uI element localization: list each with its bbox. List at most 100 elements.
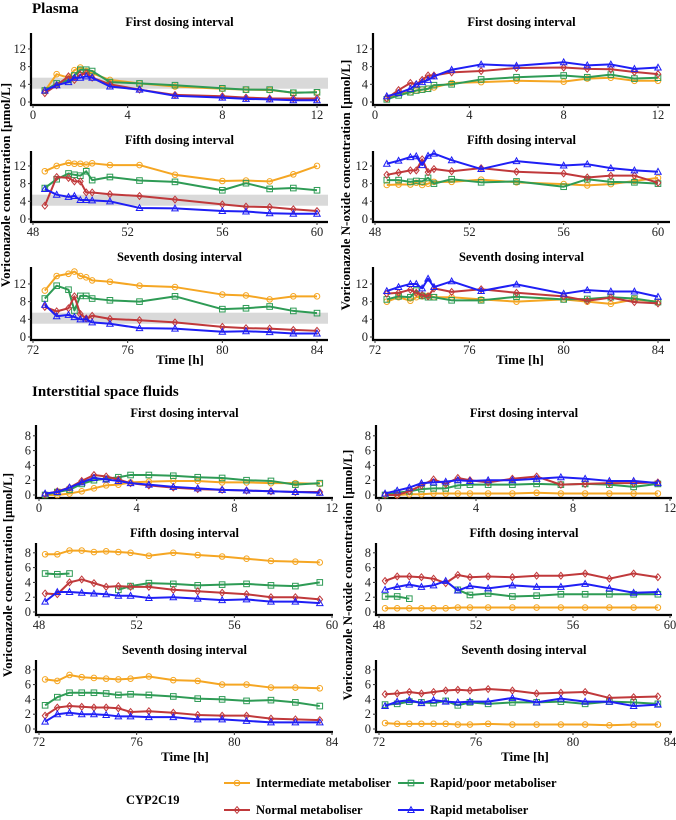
y-tick-label: 8 (20, 295, 26, 309)
data-point (267, 557, 275, 565)
y-tick-label: 0 (362, 95, 368, 109)
x-tick-label: 72 (373, 735, 386, 749)
data-point (418, 77, 427, 86)
data-point (448, 167, 456, 176)
data-point (381, 690, 389, 699)
panel-plasma-metab-seventh: Seventh dosing interval 0 4 8 12 72 76 80 84 (356, 250, 670, 357)
data-point (219, 84, 226, 92)
data-point (509, 604, 516, 611)
data-point (630, 287, 639, 295)
series-nm (41, 575, 324, 604)
data-point (654, 69, 662, 79)
y-tick-label: 2 (25, 707, 31, 721)
data-point (266, 296, 273, 303)
data-point (82, 314, 91, 323)
data-point (218, 696, 226, 703)
data-point (448, 287, 456, 297)
data-point (291, 487, 299, 497)
y-tick-label: 4 (20, 77, 27, 91)
data-point (429, 72, 439, 80)
series-line (44, 673, 320, 690)
data-point (393, 697, 402, 705)
x-tick-label: 0 (30, 108, 36, 122)
data-point (477, 164, 486, 173)
data-point (381, 593, 389, 600)
data-point (513, 288, 520, 297)
data-point (557, 490, 565, 497)
series-line (44, 476, 320, 495)
panel-title: Seventh dosing interval (122, 643, 248, 657)
data-point (406, 279, 415, 287)
y-tick-label: 4 (20, 194, 27, 208)
data-point (52, 190, 61, 198)
y-tick-label: 8 (20, 177, 26, 191)
series-line (45, 549, 320, 564)
data-point (509, 593, 516, 600)
data-point (394, 282, 403, 291)
data-point (383, 176, 391, 184)
data-point (218, 322, 226, 332)
data-point (82, 274, 90, 281)
x-tick-label: 12 (326, 501, 339, 515)
data-point (442, 605, 449, 612)
data-point (241, 326, 251, 335)
data-point (405, 695, 414, 704)
y-axis-label-isf-parent: Voriconazole concentration [µmol/L] (0, 473, 15, 677)
data-point (512, 61, 521, 69)
data-point (581, 721, 589, 728)
data-point (170, 204, 180, 212)
data-point (312, 95, 322, 104)
data-point (605, 697, 614, 705)
data-point (77, 709, 86, 718)
data-point (54, 550, 61, 558)
data-point (583, 295, 591, 303)
data-point (102, 482, 110, 489)
data-point (89, 473, 98, 481)
data-point (424, 274, 433, 282)
data-point (653, 478, 662, 487)
data-point (312, 209, 322, 217)
data-point (145, 552, 153, 560)
data-point (424, 167, 432, 177)
data-point (447, 65, 456, 73)
data-point (267, 684, 275, 691)
data-point (381, 585, 390, 593)
data-point (102, 475, 111, 483)
data-point (583, 182, 591, 189)
series-line (385, 606, 658, 610)
data-point (194, 710, 202, 720)
series-rm (381, 693, 662, 710)
data-point (607, 71, 615, 78)
data-point (509, 490, 516, 497)
data-point (53, 162, 60, 170)
data-point (395, 181, 402, 188)
legend-item-nm: Normal metaboliser (224, 803, 363, 817)
data-point (448, 81, 455, 88)
y-tick-label: 4 (365, 692, 372, 706)
data-point (581, 579, 590, 587)
data-point (105, 196, 114, 205)
data-point (40, 184, 49, 192)
data-point (78, 547, 86, 554)
data-point (218, 581, 226, 588)
data-point (395, 288, 403, 297)
data-point (630, 64, 639, 72)
data-point (430, 687, 438, 697)
data-point (418, 290, 426, 300)
data-point (70, 292, 78, 301)
data-point (127, 690, 134, 698)
y-tick-label: 8 (20, 60, 26, 74)
data-point (102, 675, 110, 682)
data-point (194, 677, 202, 685)
x-tick-label: 84 (652, 343, 665, 357)
data-point (607, 65, 615, 74)
data-point (607, 171, 615, 180)
data-point (477, 179, 485, 186)
data-point (40, 300, 49, 308)
data-point (218, 553, 226, 560)
data-point (65, 483, 74, 491)
data-point (381, 719, 389, 727)
data-point (412, 79, 421, 88)
